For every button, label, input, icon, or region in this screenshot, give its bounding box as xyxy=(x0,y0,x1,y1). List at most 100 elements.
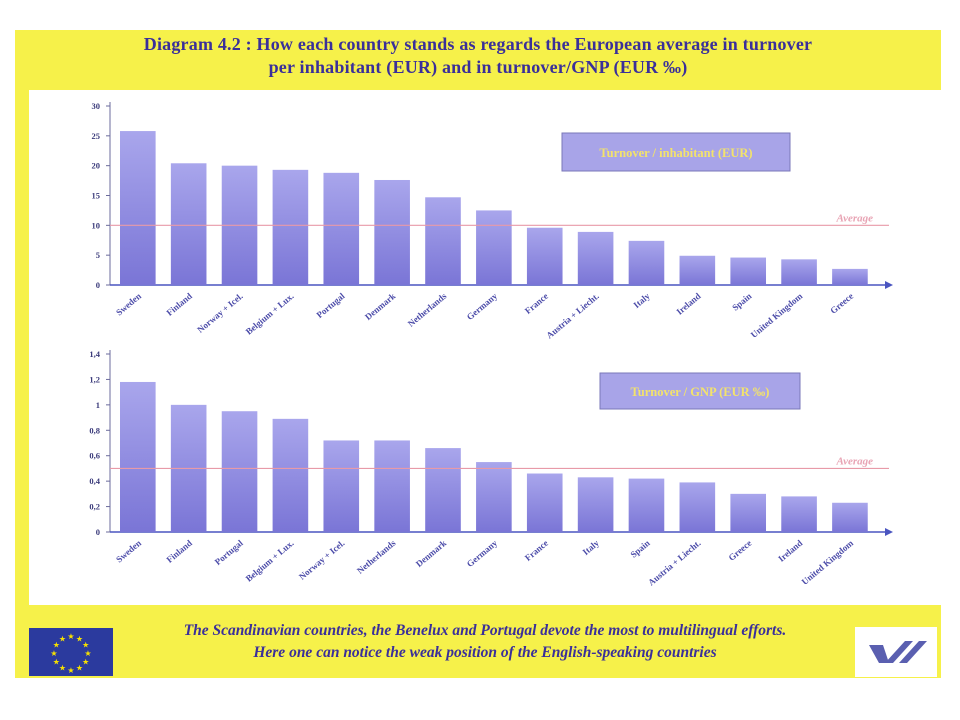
x-tick-label: Spain xyxy=(628,538,651,560)
x-tick-label: Italy xyxy=(632,291,653,311)
x-tick-label: Norway + Icel. xyxy=(297,538,347,582)
bar xyxy=(272,418,309,532)
x-tick-label: Sweden xyxy=(114,291,143,318)
flag-star: ★ xyxy=(67,632,74,641)
y-tick-label: 30 xyxy=(92,101,101,111)
x-tick-label: Belgium + Lux. xyxy=(244,538,296,584)
bar xyxy=(679,255,716,285)
flag-star: ★ xyxy=(59,664,66,673)
bar xyxy=(170,163,207,285)
eu-flag-icon: ★ ★ ★ ★ ★ ★ ★ ★ ★ ★ ★ ★ xyxy=(29,628,113,676)
y-tick-label: 1,2 xyxy=(89,374,100,384)
footer-line-1: The Scandinavian countries, the Benelux … xyxy=(183,622,787,639)
bar xyxy=(526,227,563,285)
bar xyxy=(577,477,614,532)
bar xyxy=(425,448,461,532)
flag-star: ★ xyxy=(76,634,83,643)
x-tick-label: Denmark xyxy=(363,291,397,322)
legend-box xyxy=(561,132,791,172)
x-tick-label: Greece xyxy=(727,538,754,563)
x-tick-label: Netherlands xyxy=(406,291,449,329)
y-tick-label: 0,6 xyxy=(89,451,100,461)
x-tick-label: Spain xyxy=(730,291,753,313)
y-tick-label: 20 xyxy=(92,161,101,171)
y-tick-label: 15 xyxy=(92,191,101,201)
flag-star: ★ xyxy=(67,666,74,675)
x-tick-label: Belgium + Lux. xyxy=(244,291,296,337)
x-tick-label: Norway + Icel. xyxy=(195,291,245,335)
bar xyxy=(120,381,156,532)
average-label: Average xyxy=(836,455,874,467)
x-tick-label: Portugal xyxy=(314,291,346,321)
bar xyxy=(272,169,309,285)
x-tick-label: France xyxy=(523,538,550,563)
title-line-2: per inhabitant (EUR) and in turnover/GNP… xyxy=(268,57,688,77)
flag-star: ★ xyxy=(59,634,66,643)
y-tick-label: 25 xyxy=(92,131,101,141)
flag-star: ★ xyxy=(53,658,60,667)
y-tick-label: 0 xyxy=(96,280,100,290)
bar xyxy=(628,478,665,532)
x-axis-arrow xyxy=(885,281,893,289)
bar xyxy=(679,482,716,532)
flag-star: ★ xyxy=(84,649,91,658)
x-axis-arrow xyxy=(885,528,893,536)
publisher-logo-icon xyxy=(855,627,937,677)
footer-line-2: Here one can notice the weak position of… xyxy=(253,644,717,661)
bar xyxy=(476,462,512,532)
y-tick-label: 0,4 xyxy=(89,476,100,486)
bar xyxy=(374,440,410,532)
bar xyxy=(221,411,258,532)
bar xyxy=(730,493,767,532)
bar xyxy=(730,257,767,285)
x-tick-label: Ireland xyxy=(776,538,804,564)
bar xyxy=(781,259,817,285)
x-tick-label: Greece xyxy=(828,291,855,316)
left-yellow-strip xyxy=(15,90,29,610)
y-tick-label: 5 xyxy=(96,250,100,260)
bar xyxy=(577,231,614,285)
x-tick-label: Netherlands xyxy=(355,538,398,576)
flag-star: ★ xyxy=(76,664,83,673)
x-tick-label: Finland xyxy=(165,291,194,318)
y-tick-label: 10 xyxy=(92,220,101,230)
x-tick-label: Italy xyxy=(581,538,602,558)
x-tick-label: United Kingdom xyxy=(749,291,805,340)
bar xyxy=(476,210,512,285)
flag-star: ★ xyxy=(53,641,60,650)
legend-label: Turnover / GNP (EUR ‰) xyxy=(631,385,770,399)
bar xyxy=(781,496,817,532)
title-bar: Diagram 4.2 : How each country stands as… xyxy=(15,30,941,90)
x-tick-label: France xyxy=(523,291,550,316)
x-tick-label: Austria + Liecht. xyxy=(544,291,601,341)
flag-star: ★ xyxy=(82,658,89,667)
bar xyxy=(526,473,563,532)
x-tick-label: Austria + Liecht. xyxy=(646,538,703,588)
bar xyxy=(832,502,868,532)
bar xyxy=(628,240,665,285)
y-tick-label: 0 xyxy=(96,527,100,537)
bar xyxy=(832,268,868,285)
bar xyxy=(323,440,360,532)
flag-star: ★ xyxy=(82,641,89,650)
footer-bar: ★ ★ ★ ★ ★ ★ ★ ★ ★ ★ ★ ★ The Scandinavian countries,… xyxy=(15,605,941,678)
legend-label: Turnover / inhabitant (EUR) xyxy=(599,146,752,160)
flag-star: ★ xyxy=(50,649,57,658)
bar xyxy=(374,179,410,285)
x-tick-label: Denmark xyxy=(414,538,448,569)
y-tick-label: 0,2 xyxy=(89,502,100,512)
slide: Diagram 4.2 : How each country stands as… xyxy=(15,30,941,678)
legend-box xyxy=(599,372,801,410)
x-tick-label: Ireland xyxy=(674,291,702,317)
bar xyxy=(120,131,156,285)
x-tick-label: Finland xyxy=(165,538,194,565)
x-tick-label: Germany xyxy=(465,291,500,322)
x-tick-label: Germany xyxy=(465,538,500,569)
x-tick-label: United Kingdom xyxy=(800,538,856,587)
y-tick-label: 1,4 xyxy=(89,349,100,359)
y-tick-label: 0,8 xyxy=(89,425,100,435)
x-tick-label: Sweden xyxy=(114,538,143,565)
x-tick-label: Portugal xyxy=(213,538,245,568)
average-label: Average xyxy=(836,212,874,224)
